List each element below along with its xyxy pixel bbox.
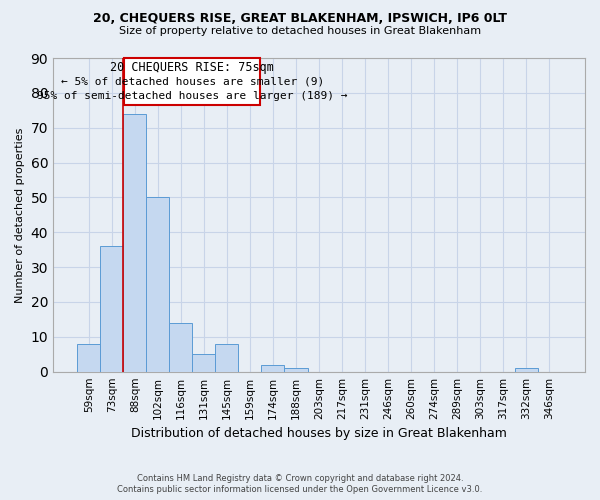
Text: Contains HM Land Registry data © Crown copyright and database right 2024.
Contai: Contains HM Land Registry data © Crown c… [118,474,482,494]
Text: 95% of semi-detached houses are larger (189) →: 95% of semi-detached houses are larger (… [37,90,347,101]
FancyBboxPatch shape [124,58,260,105]
Bar [77,344,100,372]
Text: ← 5% of detached houses are smaller (9): ← 5% of detached houses are smaller (9) [61,76,324,86]
Bar [123,114,146,372]
Text: 20, CHEQUERS RISE, GREAT BLAKENHAM, IPSWICH, IP6 0LT: 20, CHEQUERS RISE, GREAT BLAKENHAM, IPSW… [93,12,507,26]
Bar [215,344,238,372]
X-axis label: Distribution of detached houses by size in Great Blakenham: Distribution of detached houses by size … [131,427,507,440]
Bar [284,368,308,372]
Bar [169,323,193,372]
Bar [146,198,169,372]
Bar [262,364,284,372]
Y-axis label: Number of detached properties: Number of detached properties [15,127,25,302]
Text: Size of property relative to detached houses in Great Blakenham: Size of property relative to detached ho… [119,26,481,36]
Bar [100,246,123,372]
Text: 20 CHEQUERS RISE: 75sqm: 20 CHEQUERS RISE: 75sqm [110,62,274,74]
Bar [515,368,538,372]
Bar [193,354,215,372]
